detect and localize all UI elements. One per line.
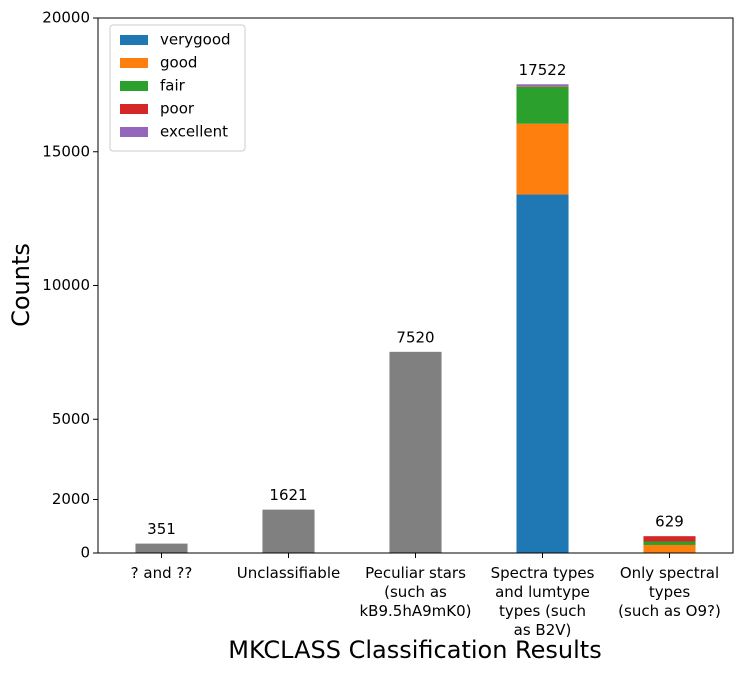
x-tick-label-line: as B2V) (514, 621, 572, 639)
bar-segment (643, 536, 696, 542)
x-tick-label: ? and ?? (131, 564, 193, 582)
bar-segment (516, 86, 569, 124)
legend-label: verygood (160, 31, 231, 49)
bar-segment (516, 123, 569, 195)
legend-swatch (120, 35, 148, 45)
x-tick-label-line: types (such (499, 602, 586, 620)
x-tick-label-line: ? and ?? (131, 564, 193, 582)
legend-swatch (120, 127, 148, 137)
y-tick-label: 15000 (42, 142, 90, 160)
total-label: 351 (147, 520, 176, 538)
x-tick-label-line: types (649, 583, 691, 601)
y-tick-label: 0 (80, 544, 90, 562)
bar-segment (516, 84, 569, 87)
legend-swatch (120, 81, 148, 91)
y-tick-label: 20000 (42, 9, 90, 27)
total-label: 1621 (269, 486, 307, 504)
legend-swatch (120, 104, 148, 114)
x-tick-label-line: and lumtype (495, 583, 590, 601)
x-tick-label: Unclassifiable (237, 564, 340, 582)
total-label: 17522 (519, 61, 567, 79)
x-tick-label: Only spectral types (such as O9?) (618, 564, 721, 620)
total-label: 7520 (396, 328, 434, 346)
bar-segment (643, 544, 696, 553)
y-tick-label: 5000 (52, 410, 90, 428)
bar-segment (516, 86, 569, 87)
legend-label: excellent (160, 123, 228, 141)
legend-label: good (160, 54, 197, 72)
legend-label: poor (160, 100, 195, 118)
y-tick-label: 2000 (52, 490, 90, 508)
x-tick-label: Peculiar stars (such as kB9.5hA9mK0) (360, 564, 472, 620)
x-tick-label-line: kB9.5hA9mK0) (360, 602, 472, 620)
bar-segment (135, 543, 188, 553)
x-tick-label-line: Spectra types (491, 564, 595, 582)
legend-swatch (120, 58, 148, 68)
x-tick-label-line: (such as O9?) (618, 602, 721, 620)
bar-segment (262, 509, 315, 553)
legend-box (109, 24, 246, 152)
x-tick-label-line: (such as (384, 583, 447, 601)
bar-segment (516, 194, 569, 554)
y-tick-label: 10000 (42, 276, 90, 294)
x-axis-label: MKCLASS Classification Results (228, 636, 601, 664)
x-tick-label-line: Unclassifiable (237, 564, 340, 582)
plot-frame (97, 17, 734, 554)
x-tick-label-line: Peculiar stars (365, 564, 466, 582)
x-tick-label-line: Only spectral (620, 564, 719, 582)
total-label: 629 (655, 513, 684, 531)
x-tick-label: Spectra types and lumtype types (such as B2… (491, 564, 595, 639)
bar-segment (389, 351, 442, 553)
y-axis-label: Counts (7, 243, 35, 327)
legend-label: fair (160, 77, 186, 95)
bar-segment (643, 541, 696, 545)
